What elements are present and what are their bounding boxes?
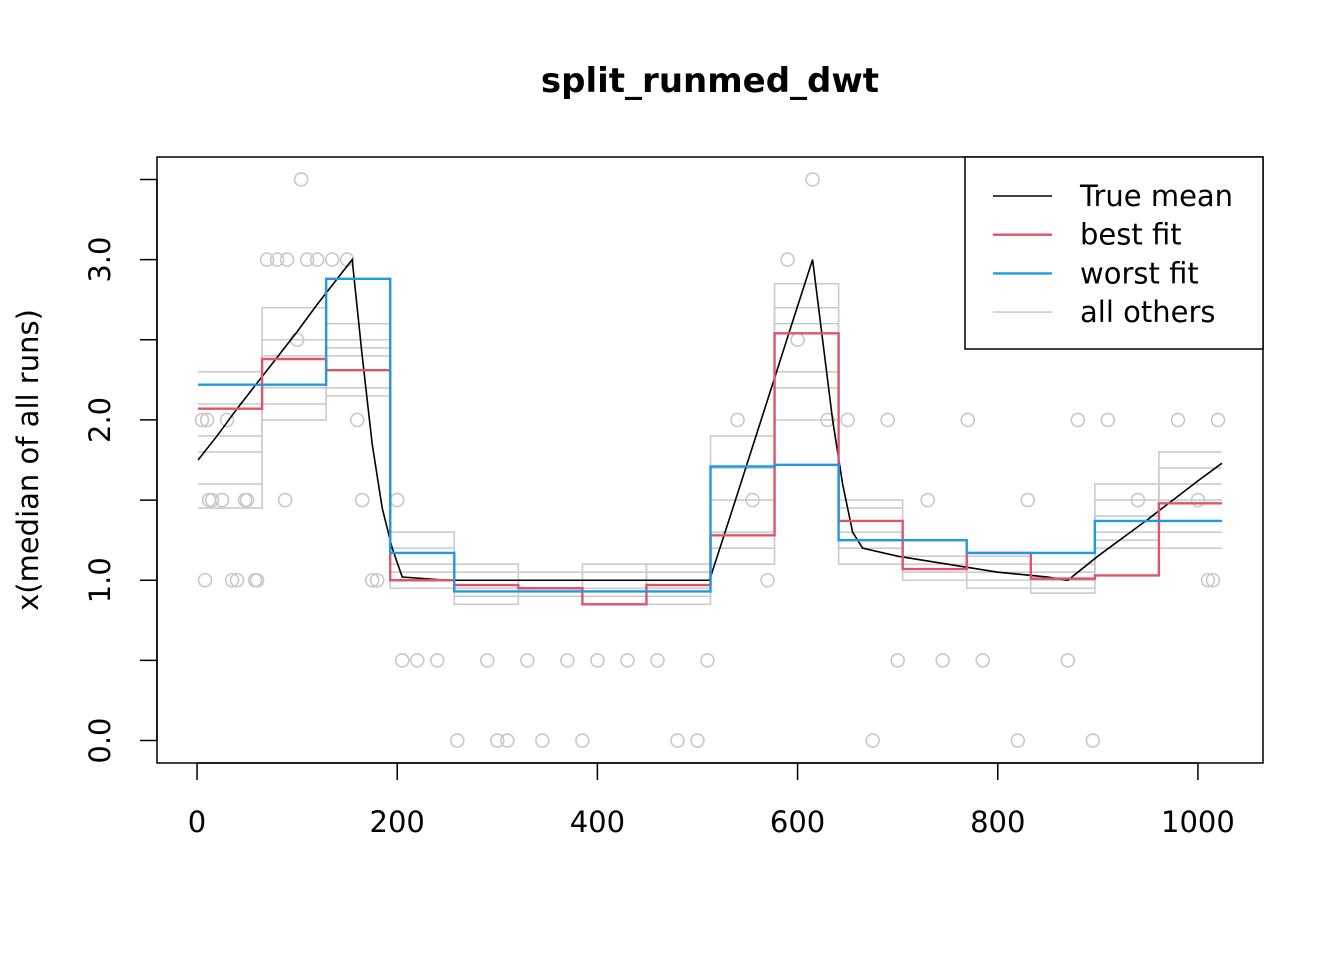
data-point: [349, 412, 365, 428]
data-point: [479, 653, 495, 668]
data-point: [364, 572, 380, 588]
data-point: [449, 733, 465, 748]
plot-area: [194, 172, 1226, 748]
legend-label: True mean: [1079, 179, 1233, 213]
data-point: [429, 653, 445, 668]
data-point: [780, 252, 795, 267]
data-point: [247, 572, 263, 588]
data-point: [700, 653, 715, 668]
data-point: [229, 572, 245, 588]
data-point: [224, 572, 240, 588]
x-tick-label: 200: [370, 805, 425, 839]
y-tick-label: 1.0: [83, 557, 117, 603]
data-point: [279, 252, 295, 267]
data-point: [590, 653, 605, 668]
data-point: [1085, 733, 1101, 748]
y-tick-label: 2.0: [83, 397, 117, 443]
data-point: [520, 653, 535, 668]
data-point: [194, 412, 210, 428]
data-point: [293, 172, 309, 187]
x-tick-label: 1000: [1161, 805, 1235, 839]
data-point: [730, 412, 745, 428]
y-axis-label: x(median of all runs): [11, 309, 45, 611]
data-point: [1210, 412, 1226, 428]
data-point: [935, 653, 951, 668]
data-point: [369, 572, 385, 588]
legend-label: worst fit: [1080, 256, 1199, 290]
legend-label: best fit: [1080, 218, 1182, 252]
data-point: [1170, 412, 1186, 428]
data-point: [760, 572, 775, 588]
data-point: [805, 172, 820, 187]
y-tick-label: 3.0: [83, 237, 117, 283]
data-point: [214, 492, 230, 508]
data-point: [960, 412, 976, 428]
data-point: [575, 733, 590, 748]
data-point: [1200, 572, 1216, 588]
x-tick-label: 800: [970, 805, 1025, 839]
data-point: [1100, 412, 1116, 428]
data-point: [309, 252, 325, 267]
data-point: [1070, 412, 1086, 428]
legend-box: [964, 156, 1264, 350]
data-point: [500, 733, 515, 748]
data-point: [920, 492, 935, 508]
data-point: [324, 252, 340, 267]
data-point: [219, 412, 235, 428]
data-point: [975, 653, 991, 668]
data-point: [259, 252, 275, 267]
data-point: [535, 733, 550, 748]
data-point: [389, 492, 405, 508]
data-point: [237, 492, 253, 508]
data-point: [620, 653, 635, 668]
data-point: [1205, 572, 1221, 588]
step-line: [198, 277, 1222, 593]
data-point: [650, 653, 665, 668]
data-point: [560, 653, 575, 668]
data-point: [840, 412, 855, 428]
x-tick-label: 600: [770, 805, 825, 839]
data-point: [890, 653, 905, 668]
chart-title: split_runmed_dwt: [541, 61, 879, 101]
data-point: [269, 252, 285, 267]
data-point: [690, 733, 705, 748]
x-tick-label: 400: [570, 805, 625, 839]
data-point: [201, 492, 217, 508]
data-point: [865, 733, 880, 748]
data-point: [199, 412, 215, 428]
legend-label: all others: [1080, 295, 1215, 329]
data-point: [490, 733, 505, 748]
data-point: [790, 332, 805, 348]
data-point: [277, 492, 293, 508]
data-point: [670, 733, 685, 748]
data-point: [1010, 733, 1026, 748]
data-point: [1020, 492, 1036, 508]
data-point: [394, 653, 410, 668]
data-point: [299, 252, 315, 267]
data-point: [880, 412, 895, 428]
data-point: [197, 572, 213, 588]
y-tick-label: 0.0: [83, 717, 117, 763]
data-point: [354, 492, 370, 508]
data-point: [1060, 653, 1076, 668]
data-point: [409, 653, 425, 668]
x-tick-label: 0: [188, 805, 206, 839]
